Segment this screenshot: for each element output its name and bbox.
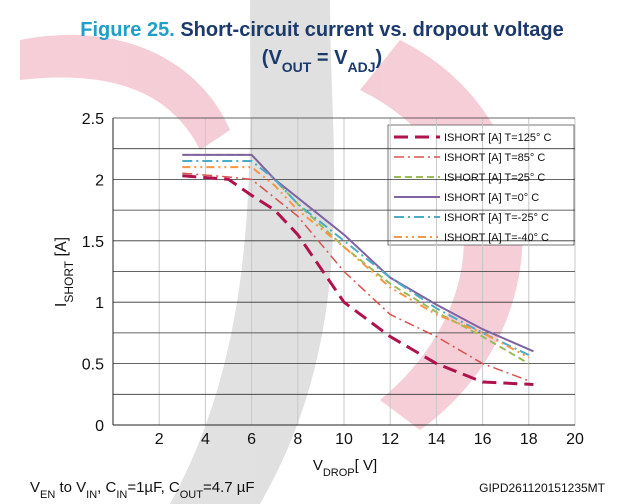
legend-label: ISHORT [A] T=25° C — [444, 172, 545, 184]
footnote-part: IN — [86, 489, 97, 501]
x-axis-label-part: V — [313, 457, 323, 474]
x-tick-label: 10 — [335, 431, 353, 448]
x-axis-label: VDROP[ V] — [313, 457, 377, 479]
legend-label: ISHORT [A] T=-25° C — [444, 212, 549, 224]
y-tick-label: 2.5 — [82, 111, 104, 128]
chart-subtitle-part: (V — [262, 47, 283, 69]
x-tick-label: 16 — [474, 431, 492, 448]
x-axis-label-part: DROP — [323, 467, 355, 479]
footnote-part: to V — [55, 479, 86, 496]
y-axis-label: ISHORT [A] — [53, 237, 76, 307]
y-tick-label: 1 — [95, 295, 104, 312]
chart-subtitle-part: ) — [376, 47, 383, 69]
y-tick-label: 0 — [95, 418, 104, 435]
y-tick-label: 2 — [95, 172, 104, 189]
footnote-part: OUT — [180, 489, 204, 501]
footnote-part: V — [30, 479, 40, 496]
legend-label: ISHORT [A] T=-40° C — [444, 232, 549, 244]
y-tick-label: 0.5 — [82, 357, 104, 374]
chart-subtitle-part: ADJ — [348, 59, 376, 75]
y-axis-label-part: [A] — [53, 237, 70, 261]
y-axis-label-part: SHORT — [62, 260, 76, 302]
x-tick-label: 12 — [381, 431, 399, 448]
chart-title-part: Short-circuit current vs. dropout voltag… — [175, 19, 564, 41]
figure-code: GIPD261120151235MT — [479, 481, 606, 495]
legend-label: ISHORT [A] T=125° C — [444, 132, 551, 144]
x-axis-label-part: [ V] — [355, 457, 378, 474]
x-tick-label: 4 — [201, 431, 210, 448]
footnote-part: =1µF, C — [127, 479, 180, 496]
x-tick-label: 8 — [293, 431, 302, 448]
chart-subtitle-part: = V — [311, 47, 348, 69]
chart: Figure 25. Short-circuit current vs. dro… — [0, 0, 626, 504]
y-tick-label: 1.5 — [82, 234, 104, 251]
chart-title-part: Figure 25. — [80, 19, 174, 41]
chart-subtitle-part: OUT — [282, 59, 312, 75]
x-tick-label: 6 — [247, 431, 256, 448]
footnote-part: EN — [40, 489, 55, 501]
chart-title: Figure 25. Short-circuit current vs. dro… — [80, 19, 563, 41]
x-tick-label: 14 — [428, 431, 446, 448]
x-tick-label: 20 — [566, 431, 584, 448]
legend-label: ISHORT [A] T=85° C — [444, 152, 545, 164]
x-tick-label: 18 — [520, 431, 538, 448]
watermark-swoosh — [20, 35, 230, 150]
legend-label: ISHORT [A] T=0° C — [444, 192, 539, 204]
footnote-part: =4.7 µF — [203, 479, 255, 496]
footnote-part: IN — [116, 489, 127, 501]
footnote-part: , C — [97, 479, 116, 496]
x-tick-label: 2 — [155, 431, 164, 448]
